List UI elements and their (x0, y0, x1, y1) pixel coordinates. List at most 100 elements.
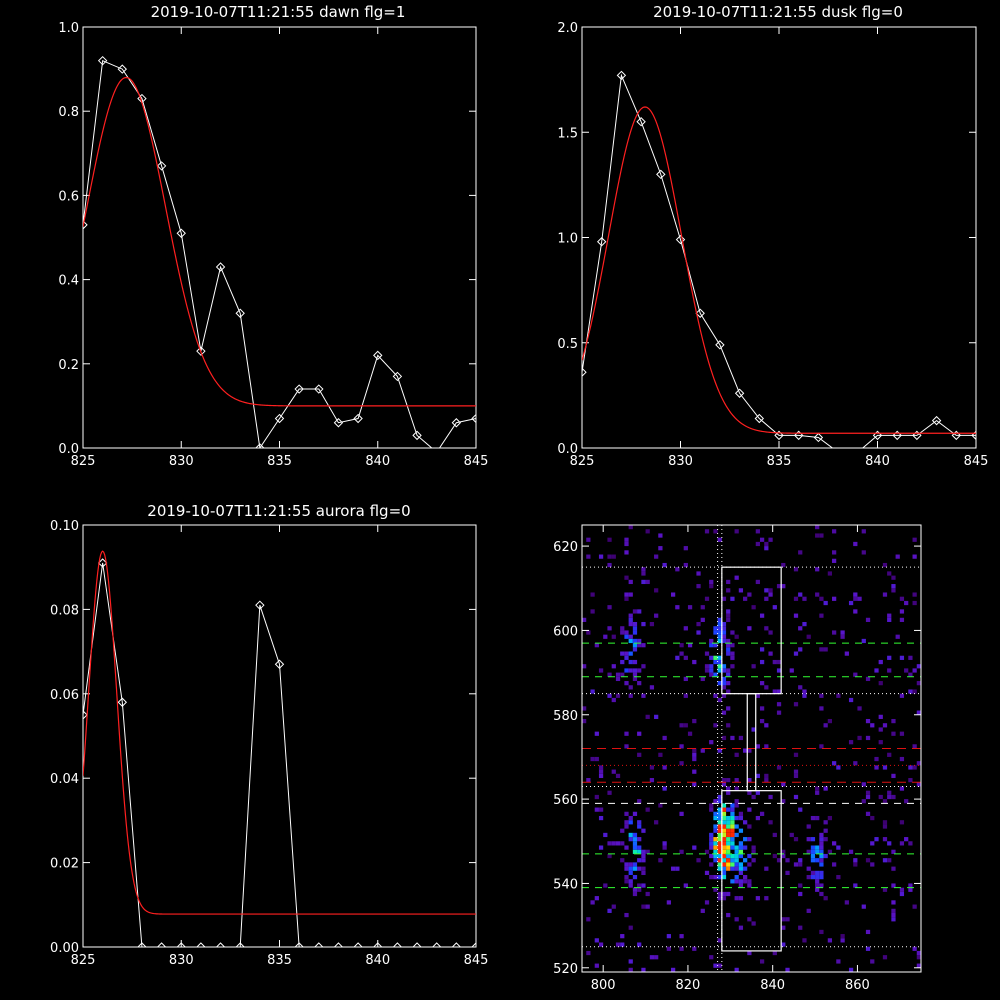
heatmap-cell (764, 744, 769, 749)
heatmap-cell (641, 621, 646, 627)
heatmap-cell (730, 841, 735, 846)
heatmap-cell (764, 541, 769, 547)
heatmap-cell (721, 681, 727, 686)
heatmap-cell (793, 773, 799, 779)
heatmap-cell (717, 811, 722, 816)
heatmap-cell (658, 858, 663, 863)
heatmap-cell (641, 828, 646, 833)
heatmap-cell (709, 841, 714, 846)
heatmap-cell (836, 959, 841, 964)
heatmap-cell (603, 634, 608, 639)
heatmap-cell (717, 824, 722, 829)
heatmap-cell (759, 959, 765, 964)
heatmap-cell (912, 946, 917, 951)
heatmap-cell (730, 879, 735, 884)
heatmap-cell (717, 849, 722, 854)
heatmap-cell (857, 706, 862, 711)
heatmap-cell (844, 651, 849, 656)
heatmap-cell (637, 887, 642, 892)
heatmap-cell (594, 794, 599, 800)
heatmap-axis-ticks: 800 820 840 860 520 540 560 580 600 620 (553, 525, 921, 993)
heatmap-cell (713, 828, 718, 833)
heatmap-cell (730, 735, 735, 741)
heatmap-cell (861, 529, 866, 534)
heatmap-cell (772, 689, 777, 694)
heatmap-cell (607, 790, 612, 795)
heatmap-cell (713, 815, 718, 821)
heatmap-cell (637, 799, 642, 804)
heatmap-cell (645, 904, 650, 909)
heatmap-cell (891, 575, 896, 580)
heatmap-cell (743, 879, 748, 884)
heatmap-cell (865, 617, 871, 622)
heatmap-cell (603, 883, 608, 888)
heatmap-cell (654, 955, 659, 960)
heatmap-cell (717, 634, 722, 639)
heatmap-cell (721, 638, 727, 644)
heatmap-cell (637, 643, 642, 648)
heatmap-cell (793, 702, 799, 707)
dawn-data-point (117, 64, 128, 74)
heatmap-cell (594, 731, 599, 736)
dusk-data-point (931, 415, 942, 426)
heatmap-cell (666, 946, 671, 951)
heatmap-cell (738, 862, 744, 867)
heatmap-cell (912, 744, 917, 749)
heatmap-cell (798, 550, 803, 555)
heatmap-cell (865, 676, 871, 682)
heatmap-cell (726, 609, 731, 614)
heatmap-cell (832, 862, 837, 867)
dawn-data-point (235, 308, 245, 318)
heatmap-cell (726, 841, 731, 846)
heatmap-cell (675, 567, 680, 572)
heatmap-cell (726, 790, 731, 795)
heatmap-cell (662, 841, 667, 846)
heatmap-overlays (582, 525, 921, 972)
dawn-data-point (314, 384, 324, 394)
heatmap-cell (721, 820, 727, 825)
dawn-xtick-label: 830 (169, 454, 194, 469)
heatmap-cell (666, 900, 671, 905)
heatmap-cell (611, 634, 616, 639)
heatmap-cell (882, 858, 888, 863)
heatmap-cell (734, 875, 739, 880)
heatmap-cell (637, 883, 642, 888)
heatmap-cell (645, 529, 650, 534)
heatmap-cell (637, 824, 642, 829)
dusk-data-point (971, 430, 976, 441)
heatmap-cell (891, 588, 896, 593)
heatmap-cell (670, 866, 676, 871)
heatmap-cell (738, 925, 744, 930)
heatmap-cell (717, 617, 722, 622)
heatmap-cell (709, 832, 714, 838)
heatmap-cell (628, 959, 633, 964)
heatmap-cell (620, 942, 625, 947)
dawn-series-group (83, 55, 476, 448)
heatmap-cell (700, 605, 705, 610)
heatmap-cell (704, 529, 710, 534)
heatmap-cell (734, 849, 739, 854)
heatmap-cell (738, 828, 744, 833)
heatmap-cell (713, 849, 718, 854)
heatmap-cell (700, 617, 705, 622)
dusk-xtick-label: 825 (570, 454, 595, 469)
dawn-axis-ticks: 825 830 835 840 845 0.0 0.2 0.4 0.6 0.8 1.0 (58, 21, 488, 469)
heatmap-cell (713, 853, 718, 859)
heatmap-cell (637, 845, 642, 850)
dusk-xtick-label: 830 (668, 454, 693, 469)
heatmap-cell (810, 849, 816, 854)
heatmap-cell (730, 664, 735, 669)
heatmap-cell (726, 837, 731, 842)
heatmap-cell (624, 596, 629, 601)
heatmap-cell (679, 849, 684, 854)
heatmap-cell (615, 942, 621, 947)
heatmap-cell (713, 841, 718, 846)
heatmap-cell (823, 600, 828, 606)
heatmap-cell (815, 525, 820, 530)
heatmap-cell (713, 845, 718, 850)
heatmap-cell (607, 672, 612, 677)
heatmap-cell (628, 967, 633, 972)
heatmap-cell (768, 592, 773, 597)
heatmap-cell (628, 866, 633, 871)
heatmap-cell (721, 811, 727, 816)
